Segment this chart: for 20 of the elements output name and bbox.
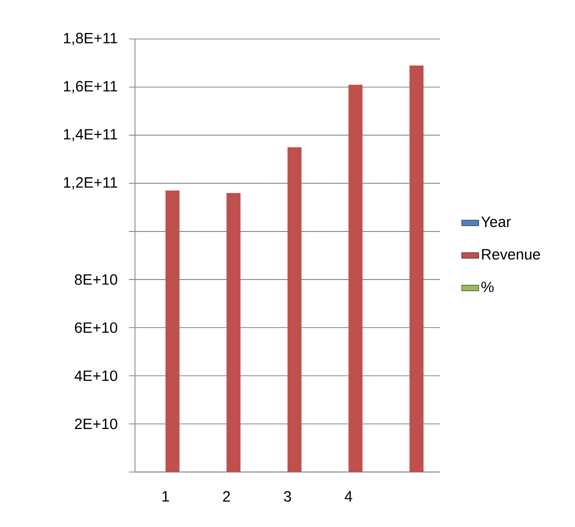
- y-tick-label: 1,2E+11: [64, 177, 118, 190]
- bar: [288, 147, 302, 472]
- x-tick-label: 1: [162, 491, 169, 502]
- y-tick-label: 1,6E+11: [64, 80, 118, 94]
- y-tick-label: 1,4E+11: [64, 129, 118, 142]
- x-tick-label: 4: [344, 491, 352, 502]
- y-tick-label: 6E+10: [74, 322, 118, 333]
- legend-label: Revenue: [482, 249, 540, 260]
- x-tick-label: 2: [223, 491, 230, 502]
- legend-label: Year: [481, 216, 511, 228]
- legend-label: %: [481, 282, 494, 292]
- bar: [166, 190, 180, 472]
- bar: [410, 65, 424, 472]
- bar: [348, 84, 363, 472]
- bar: [226, 192, 241, 472]
- y-tick-label: 8E+10: [74, 274, 118, 285]
- y-tick-label: 1,8E+11: [64, 32, 118, 46]
- x-tick-label: 3: [284, 491, 292, 502]
- y-tick-label: 4E+10: [74, 370, 118, 382]
- y-tick-label: 2E+10: [74, 418, 118, 430]
